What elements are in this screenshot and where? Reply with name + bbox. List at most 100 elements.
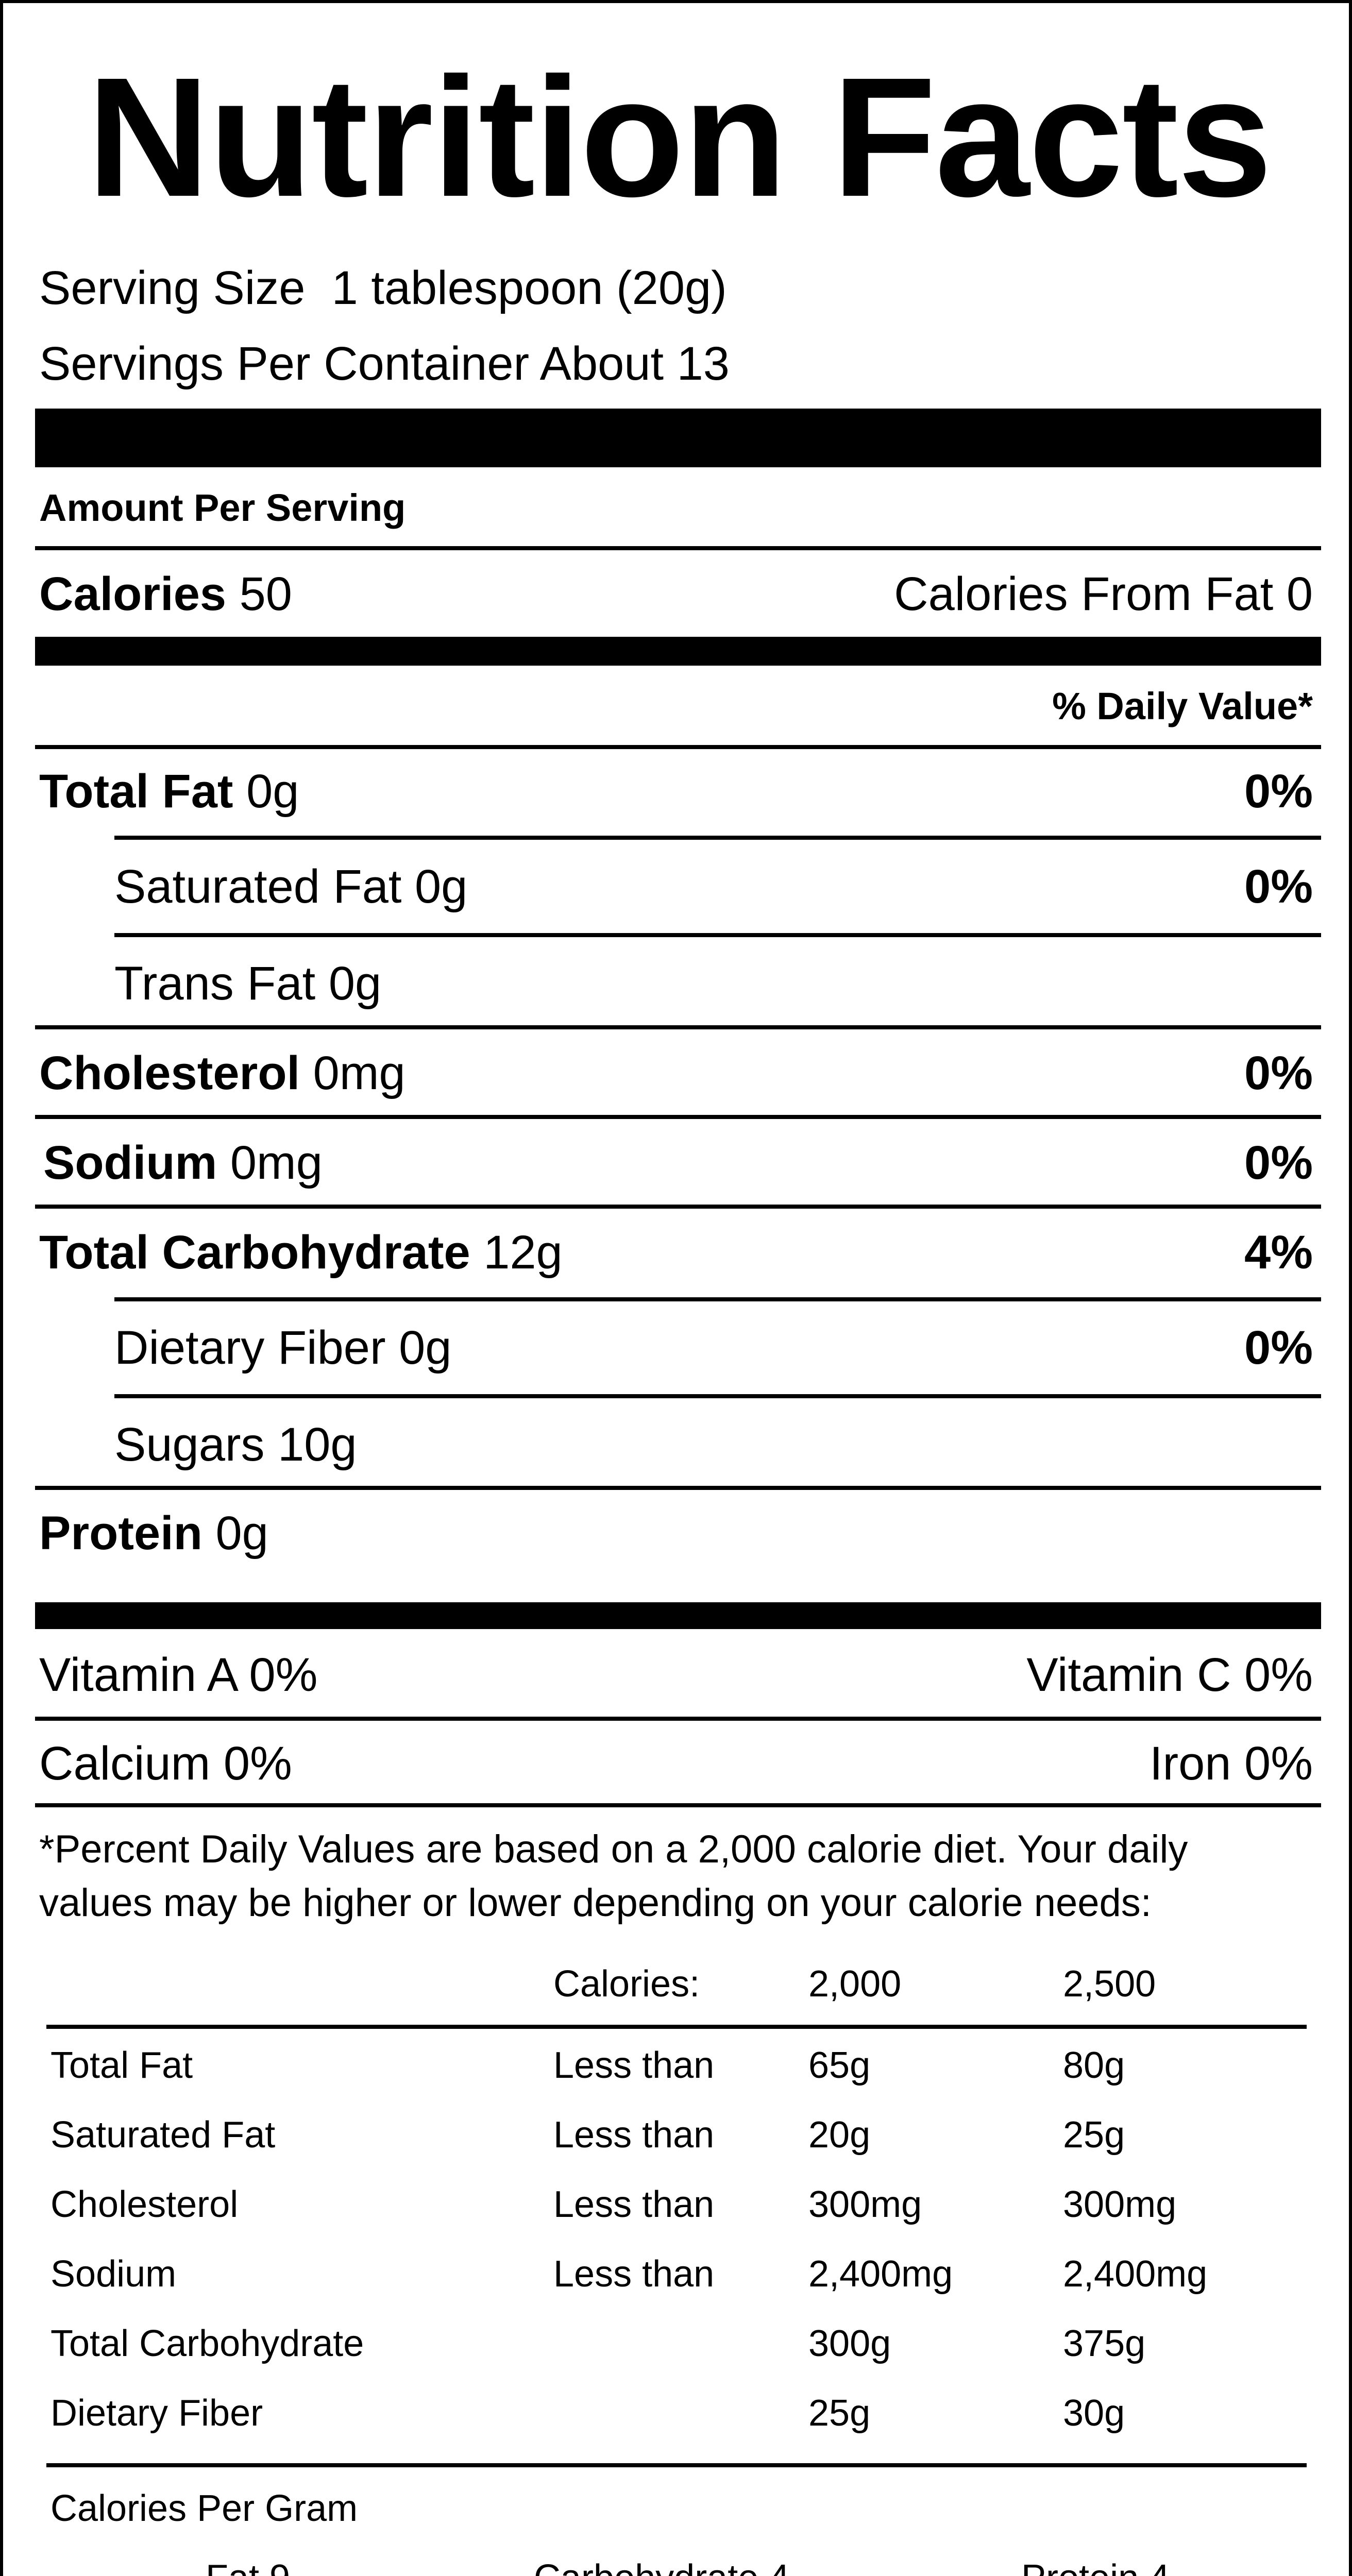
- divider: [35, 745, 1321, 749]
- dv-row-col1: 65g: [808, 2045, 871, 2086]
- dv-row-qualifier: Less than: [553, 2045, 715, 2086]
- nutrient-row-protein: Protein 0g: [39, 1505, 268, 1562]
- nutrient-name: Total Fat: [39, 765, 233, 818]
- servings-per-container: Servings Per Container About 13: [39, 335, 730, 392]
- nutrient-name: Sugars: [114, 1418, 265, 1471]
- thick-divider: [35, 409, 1321, 467]
- label-title: Nutrition Facts: [87, 42, 1272, 232]
- dv-row-col1: 20g: [808, 2114, 871, 2156]
- dv-row-qualifier: Less than: [553, 2184, 715, 2225]
- dv-table-divider: [46, 2025, 1307, 2029]
- calories-per-gram-fat: Fat 9: [206, 2555, 290, 2576]
- calories-label: Calories: [39, 568, 227, 620]
- daily-value-header: % Daily Value*: [1052, 685, 1313, 727]
- nutrient-name: Total Carbohydrate: [39, 1226, 470, 1279]
- dv-row-col1: 2,400mg: [808, 2253, 953, 2295]
- divider: [35, 1205, 1321, 1209]
- divider-indented: [114, 1297, 1321, 1301]
- nutrient-dv: 0%: [1244, 860, 1313, 913]
- dv-row-col1: 300g: [808, 2323, 891, 2364]
- dv-table-header-col2: 2,500: [1063, 1963, 1156, 2005]
- vitamin-a: Vitamin A 0%: [39, 1649, 318, 1701]
- dv-row-col2: 2,400mg: [1063, 2253, 1208, 2295]
- dv-row-col1: 25g: [808, 2393, 871, 2434]
- dv-row-name: Total Fat: [50, 2045, 193, 2086]
- calories-value: 50: [239, 568, 292, 620]
- dv-row-name: Cholesterol: [50, 2184, 239, 2225]
- nutrient-name: Cholesterol: [39, 1047, 300, 1099]
- nutrient-name: Dietary Fiber: [114, 1321, 386, 1374]
- divider: [35, 1803, 1321, 1807]
- dv-row-col2: 25g: [1063, 2114, 1125, 2156]
- dv-row-name: Total Carbohydrate: [50, 2323, 364, 2364]
- vitamin-c: Vitamin C 0%: [1026, 1649, 1313, 1701]
- nutrient-amount: 0g: [246, 765, 299, 818]
- nutrient-row-total-carbohydrate: Total Carbohydrate 12g: [39, 1224, 563, 1281]
- nutrient-row-sodium: Sodium 0mg: [43, 1134, 323, 1191]
- iron: Iron 0%: [1149, 1737, 1313, 1790]
- nutrient-name: Sodium: [43, 1137, 217, 1189]
- dv-row-name: Dietary Fiber: [50, 2393, 263, 2434]
- dv-table-header-qualifier: Calories:: [553, 1963, 700, 2005]
- footnote-line-2: values may be higher or lower depending …: [39, 1881, 1152, 1925]
- nutrient-name: Saturated Fat: [114, 860, 402, 913]
- medium-divider: [35, 1602, 1321, 1629]
- dv-row-qualifier: Less than: [553, 2114, 715, 2156]
- nutrient-row-trans-fat: Trans Fat 0g: [114, 955, 381, 1012]
- servings-per-container-value: About 13: [539, 337, 730, 390]
- calcium: Calcium 0%: [39, 1737, 292, 1790]
- dv-row-name: Saturated Fat: [50, 2114, 276, 2156]
- divider: [35, 1025, 1321, 1029]
- divider-indented: [114, 836, 1321, 840]
- medium-divider: [35, 637, 1321, 666]
- nutrient-row-sugars: Sugars 10g: [114, 1416, 357, 1473]
- dv-row-col2: 80g: [1063, 2045, 1125, 2086]
- nutrient-row-cholesterol: Cholesterol 0mg: [39, 1045, 405, 1101]
- divider: [35, 546, 1321, 550]
- nutrient-dv: 0%: [1244, 1047, 1313, 1099]
- nutrient-dv: 0%: [1244, 1137, 1313, 1189]
- servings-per-container-label: Servings Per Container: [39, 337, 530, 390]
- calories-per-gram-label: Calories Per Gram: [50, 2488, 358, 2529]
- dv-table-header-col1: 2,000: [808, 1963, 902, 2005]
- dv-row-col2: 30g: [1063, 2393, 1125, 2434]
- serving-size: Serving Size 1 tablespoon (20g): [39, 260, 727, 316]
- nutrient-amount: 0g: [415, 860, 468, 913]
- calories-from-fat-value: 0: [1286, 568, 1313, 620]
- dv-row-name: Sodium: [50, 2253, 177, 2295]
- calories-from-fat-label: Calories From Fat: [894, 568, 1274, 620]
- nutrient-row-saturated-fat: Saturated Fat 0g: [114, 858, 467, 915]
- nutrient-dv: 4%: [1244, 1226, 1313, 1279]
- nutrient-amount: 0mg: [313, 1047, 405, 1099]
- dv-row-qualifier: Less than: [553, 2253, 715, 2295]
- nutrient-amount: 12g: [483, 1226, 563, 1279]
- divider-indented: [114, 1394, 1321, 1398]
- dv-table-divider: [46, 2463, 1307, 2467]
- nutrient-dv: 0%: [1244, 1321, 1313, 1374]
- serving-size-value: 1 tablespoon (20g): [331, 262, 727, 314]
- footnote-line-1: *Percent Daily Values are based on a 2,0…: [39, 1827, 1188, 1871]
- divider: [35, 1717, 1321, 1721]
- nutrient-amount: 10g: [278, 1418, 357, 1471]
- nutrient-dv: 0%: [1244, 765, 1313, 818]
- nutrient-amount: 0g: [215, 1507, 268, 1560]
- dv-row-col1: 300mg: [808, 2184, 922, 2225]
- divider-indented: [114, 933, 1321, 937]
- nutrient-row-dietary-fiber: Dietary Fiber 0g: [114, 1319, 451, 1376]
- calories-per-gram-carbohydrate: Carbohydrate 4: [534, 2555, 789, 2576]
- dv-row-col2: 375g: [1063, 2323, 1146, 2364]
- nutrient-row-total-fat: Total Fat 0g: [39, 763, 299, 820]
- serving-size-label: Serving Size: [39, 262, 306, 314]
- divider: [35, 1486, 1321, 1490]
- dv-row-col2: 300mg: [1063, 2184, 1177, 2225]
- calories-per-gram-protein: Protein 4: [1021, 2555, 1170, 2576]
- nutrient-amount: 0g: [328, 957, 382, 1010]
- calories-row: Calories 50: [39, 566, 292, 622]
- nutrient-name: Trans Fat: [114, 957, 316, 1010]
- nutrient-name: Protein: [39, 1507, 202, 1560]
- nutrient-amount: 0g: [399, 1321, 452, 1374]
- amount-per-serving: Amount Per Serving: [39, 486, 406, 529]
- calories-from-fat: Calories From Fat 0: [894, 566, 1313, 622]
- divider: [35, 1115, 1321, 1119]
